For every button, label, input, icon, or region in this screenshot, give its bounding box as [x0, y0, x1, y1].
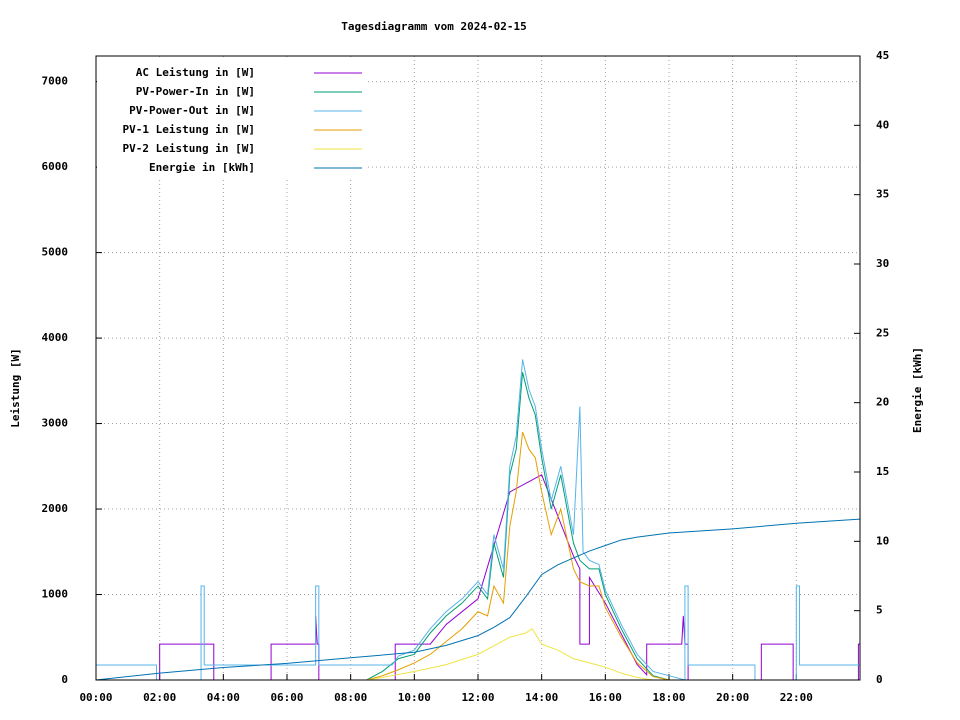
y-tick-label: 3000	[42, 417, 69, 430]
y-tick-label: 4000	[42, 331, 69, 344]
legend-label: PV-1 Leistung in [W]	[123, 123, 255, 136]
legend-label: PV-Power-Out in [W]	[129, 104, 255, 117]
y-tick-label: 2000	[42, 502, 69, 515]
plot-border	[95, 55, 861, 681]
x-tick-label: 18:00	[652, 691, 685, 704]
x-tick-label: 08:00	[334, 691, 367, 704]
y2-tick-label: 30	[876, 257, 889, 270]
y-tick-label: 5000	[42, 246, 69, 259]
y2-tick-label: 0	[876, 673, 883, 686]
y2-tick-label: 20	[876, 396, 889, 409]
series-line	[96, 372, 860, 681]
series-line	[96, 431, 860, 681]
x-tick-label: 10:00	[398, 691, 431, 704]
y2-tick-label: 40	[876, 118, 889, 131]
y-tick-label: 6000	[42, 160, 69, 173]
y2-tick-label: 25	[876, 326, 889, 339]
legend-label: Energie in [kWh]	[149, 161, 255, 174]
legend-label: AC Leistung in [W]	[136, 66, 255, 79]
y2-tick-label: 15	[876, 465, 889, 478]
y2-tick-label: 5	[876, 604, 883, 617]
y2-tick-label: 35	[876, 188, 889, 201]
series-line	[96, 359, 860, 681]
x-tick-label: 20:00	[716, 691, 749, 704]
series-line	[96, 628, 860, 681]
x-tick-label: 02:00	[143, 691, 176, 704]
x-tick-label: 14:00	[525, 691, 558, 704]
plot-area: 00:00 02:00 04:00 06:00 08:00 10:00 12:00 14:00…	[42, 49, 890, 704]
x-tick-label: 06:00	[270, 691, 303, 704]
y-axis-label: Leistung [W]	[9, 348, 22, 427]
series-line	[95, 518, 861, 681]
y2-axis-label: Energie [kWh]	[911, 347, 924, 433]
legend-label: PV-2 Leistung in [W]	[123, 142, 255, 155]
y-tick-label: 7000	[42, 75, 69, 88]
x-tick-label: 04:00	[207, 691, 240, 704]
legend-label: PV-Power-In in [W]	[136, 85, 255, 98]
x-tick-label: 00:00	[79, 691, 112, 704]
legend-box	[97, 60, 367, 180]
x-tick-label: 22:00	[780, 691, 813, 704]
y-tick-label: 1000	[42, 588, 69, 601]
x-tick-label: 12:00	[461, 691, 494, 704]
y2-tick-label: 10	[876, 534, 889, 547]
x-tick-label: 16:00	[589, 691, 622, 704]
y2-tick-label: 45	[876, 49, 889, 62]
chart-title: Tagesdiagramm vom 2024-02-15	[341, 20, 526, 33]
y-tick-label: 0	[61, 673, 68, 686]
